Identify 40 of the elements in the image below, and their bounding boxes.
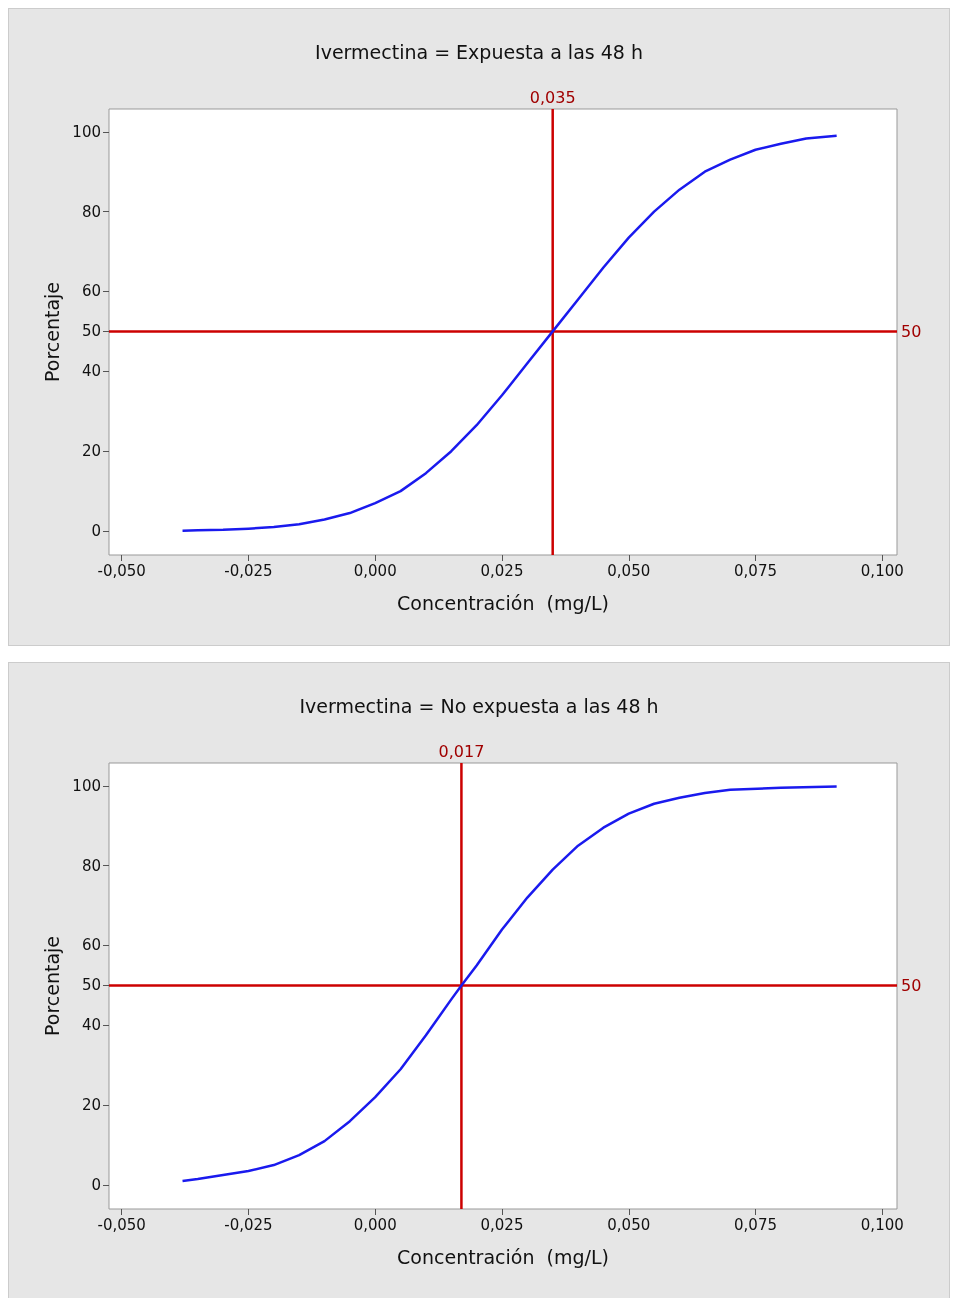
x-axis-title: Concentración (mg/L) [397, 591, 609, 614]
y-tick-label: 0 [91, 522, 101, 541]
x-tick-label: 0,000 [353, 561, 397, 580]
y-tick-label: 80 [81, 856, 101, 875]
y-tick-label: 60 [81, 282, 101, 301]
x-tick-label: 0,075 [734, 561, 777, 580]
chart-title: Ivermectina = Expuesta a las 48 h [315, 40, 643, 63]
y-tick-label: 20 [81, 442, 101, 461]
y-tick-label: 50 [81, 322, 101, 341]
y-axis-title: Porcentaje [40, 281, 63, 383]
y-tick-label: 0 [91, 1176, 101, 1195]
x-tick-label: 0,100 [860, 1215, 904, 1234]
ref-line-label: 0,035 [529, 87, 576, 107]
line-series [181, 134, 838, 532]
ref-line-label: 50 [901, 975, 922, 995]
y-tick-label: 60 [81, 936, 101, 955]
x-tick-label: 0,075 [734, 1215, 777, 1234]
ref-line-label: 50 [901, 321, 922, 341]
ref-line-label: 0,017 [438, 741, 485, 761]
x-tick-label: 0,050 [607, 561, 651, 580]
chart-title: Ivermectina = No expuesta a las 48 h [299, 694, 659, 717]
y-tick-label: 20 [81, 1096, 101, 1115]
y-tick-label: 80 [81, 202, 101, 221]
y-tick-label: 100 [72, 776, 101, 795]
x-tick-label: 0,025 [480, 1215, 524, 1234]
x-tick-label: 0,050 [607, 1215, 651, 1234]
x-tick-label: -0,050 [97, 1215, 146, 1234]
x-tick-label: 0,000 [353, 1215, 397, 1234]
y-tick-label: 50 [81, 976, 101, 995]
x-tick-label: -0,025 [224, 561, 273, 580]
x-axis-title: Concentración (mg/L) [397, 1245, 609, 1268]
y-tick-label: 100 [72, 122, 101, 141]
x-tick-label: 0,025 [480, 561, 524, 580]
x-tick-label: -0,050 [97, 561, 146, 580]
line-series [181, 785, 838, 1183]
x-tick-label: -0,025 [224, 1215, 273, 1234]
y-axis-title: Porcentaje [40, 935, 63, 1037]
x-tick-label: 0,100 [860, 561, 904, 580]
y-tick-label: 40 [81, 1016, 101, 1035]
y-tick-label: 40 [81, 362, 101, 381]
